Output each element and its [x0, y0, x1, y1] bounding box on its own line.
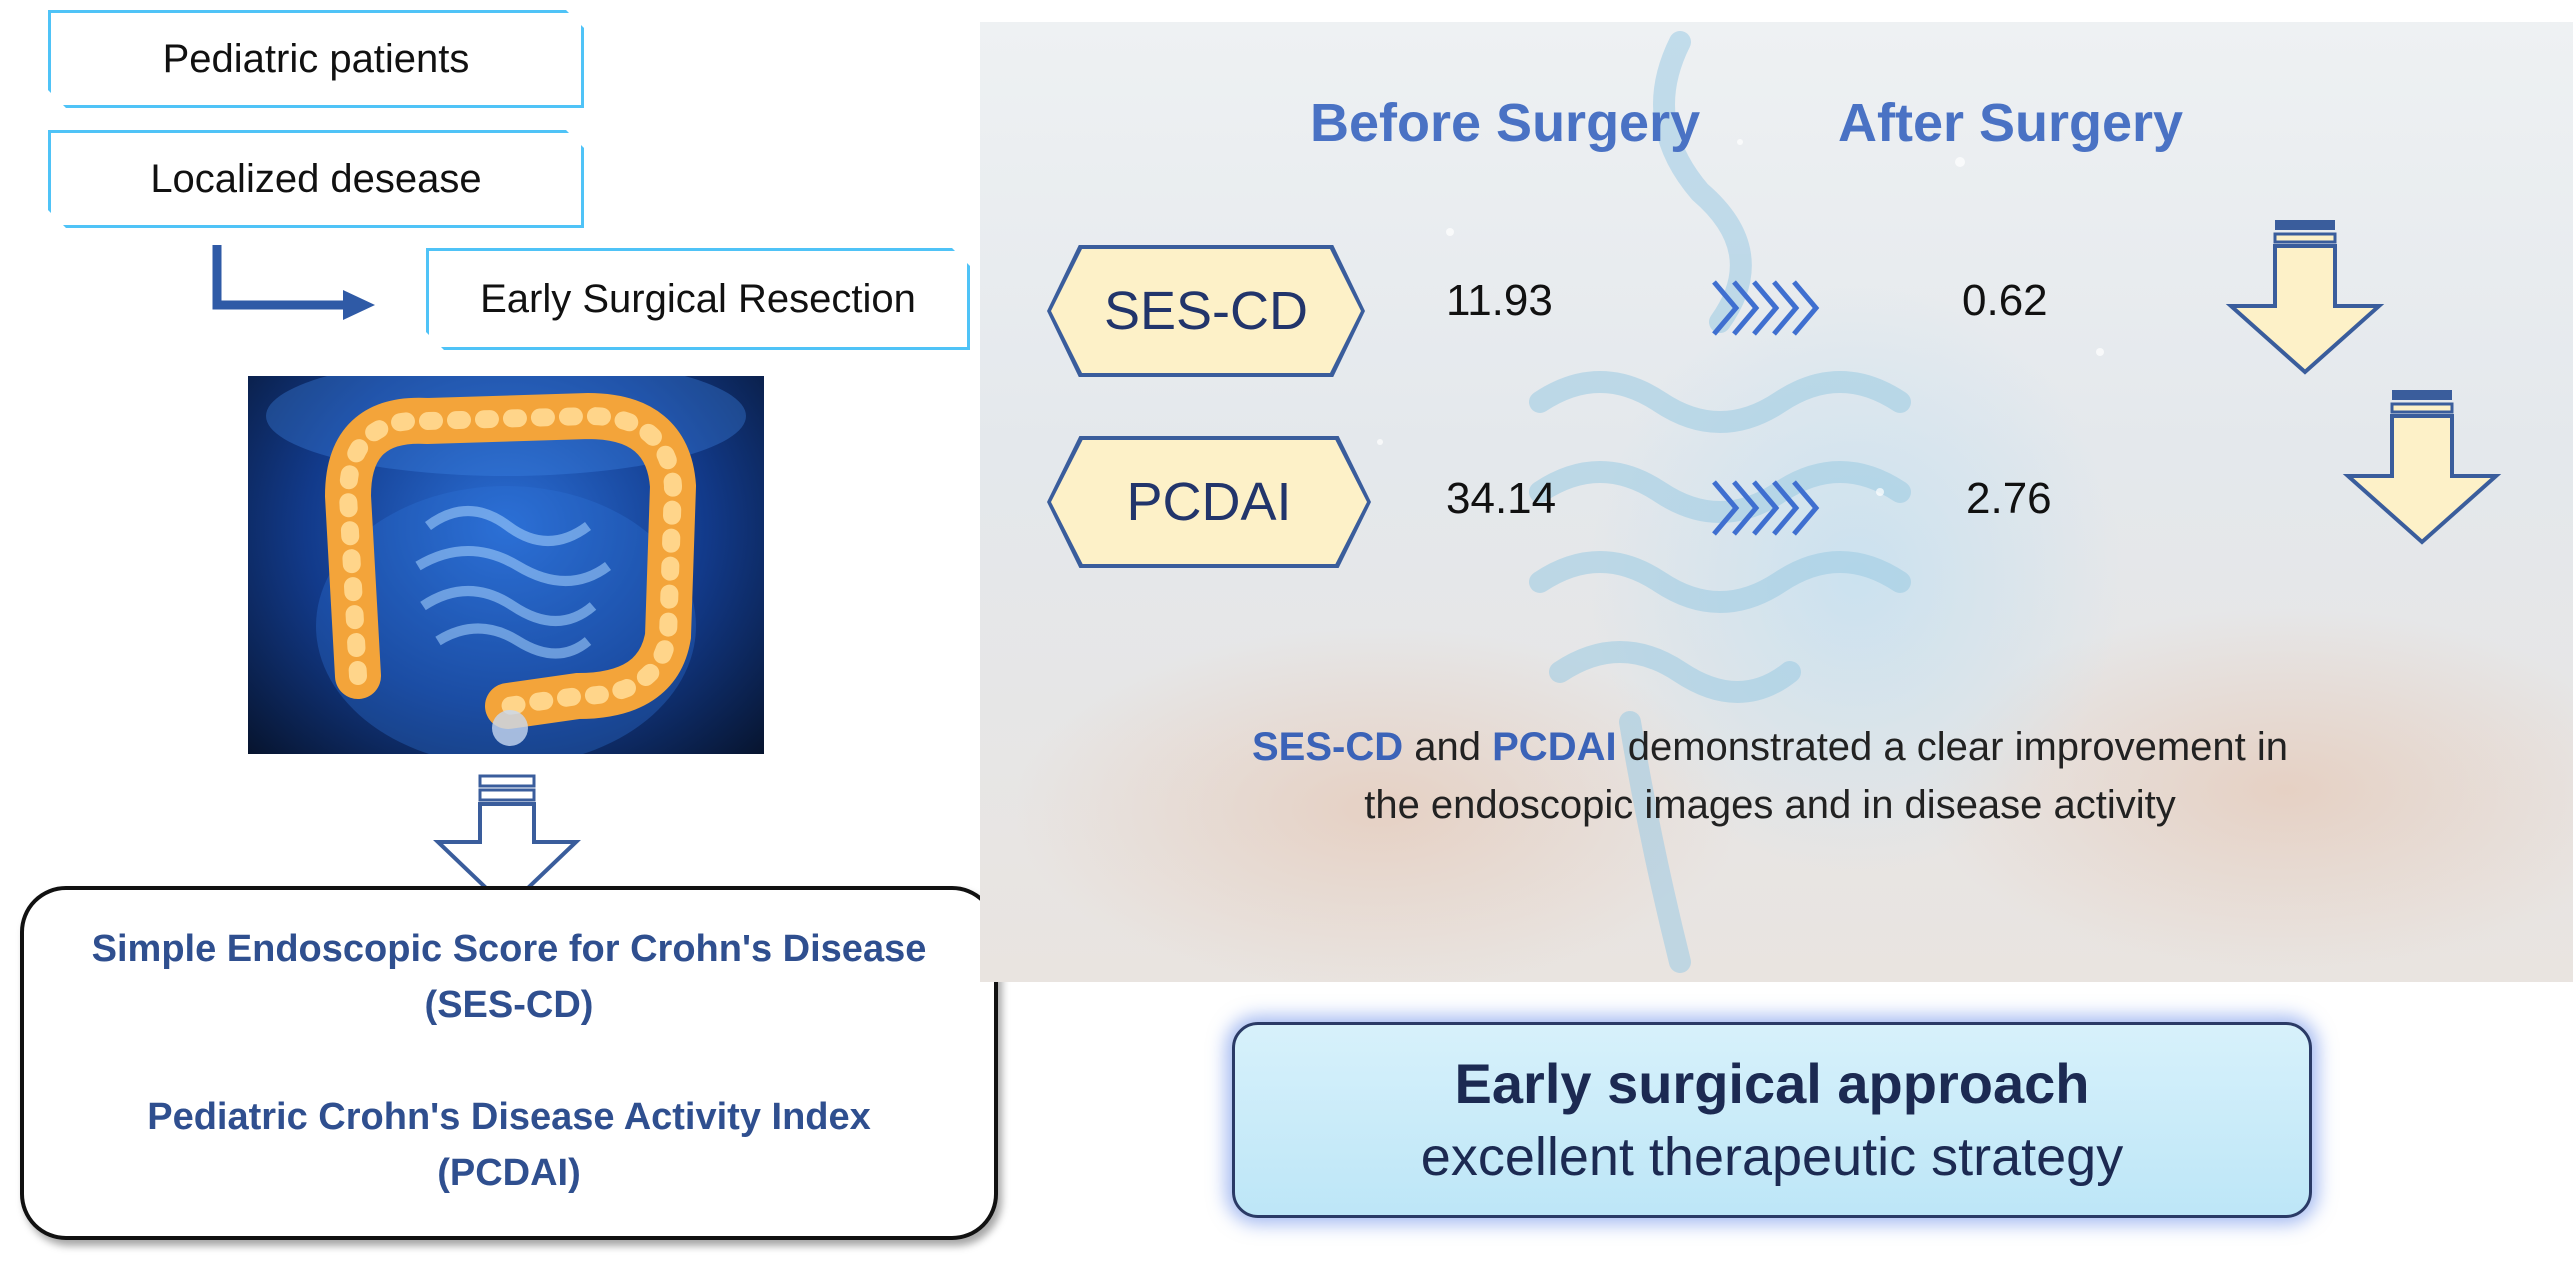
ses-cd-after-value: 0.62	[1962, 276, 2048, 325]
conclusion-box: Early surgical approach excellent therap…	[1232, 1022, 2312, 1218]
ses-cd-abbreviation: (SES-CD)	[424, 984, 594, 1026]
pcdai-after-value: 2.76	[1966, 474, 2052, 523]
definitions-box: Simple Endoscopic Score for Crohn's Dise…	[20, 886, 998, 1240]
summary-term-pcdai: PCDAI	[1492, 725, 1617, 769]
flow-box-label: Pediatric patients	[162, 36, 470, 81]
flow-box-label: Early Surgical Resection	[480, 276, 916, 321]
decrease-arrow-icon	[2342, 390, 2502, 545]
conclusion-title: Early surgical approach	[1454, 1052, 2090, 1115]
summary-term-ses-cd: SES-CD	[1251, 725, 1404, 769]
ses-cd-full-name: Simple Endoscopic Score for Crohn's Dise…	[91, 928, 927, 970]
ses-cd-label: SES-CD	[1051, 249, 1361, 373]
ses-cd-before-value: 11.93	[1446, 276, 1553, 325]
after-surgery-heading: After Surgery	[1838, 93, 2184, 153]
decrease-arrow-icon	[2225, 220, 2385, 375]
chevron-arrows-icon	[1712, 280, 1820, 336]
flow-box-early-surgical-resection: Early Surgical Resection	[426, 248, 970, 350]
flow-box-label: Localized desease	[150, 156, 482, 201]
colon-anatomy-image	[248, 376, 764, 754]
pcdai-full-name: Pediatric Crohn's Disease Activity Index	[147, 1096, 871, 1138]
before-surgery-heading: Before Surgery	[1310, 93, 1701, 153]
chevron-arrows-icon	[1712, 480, 1820, 536]
down-arrow-icon	[433, 774, 581, 911]
elbow-arrow-icon	[212, 245, 375, 320]
pcdai-label: PCDAI	[1051, 440, 1367, 564]
pcdai-abbreviation: (PCDAI)	[437, 1152, 581, 1194]
results-summary: SES-CD and PCDAI demonstrated a clear im…	[1251, 725, 2289, 827]
flow-box-pediatric-patients: Pediatric patients	[48, 10, 584, 108]
pcdai-before-value: 34.14	[1446, 474, 1557, 523]
conclusion-subtitle: excellent therapeutic strategy	[1420, 1127, 2124, 1187]
flow-box-localized-disease: Localized desease	[48, 130, 584, 228]
